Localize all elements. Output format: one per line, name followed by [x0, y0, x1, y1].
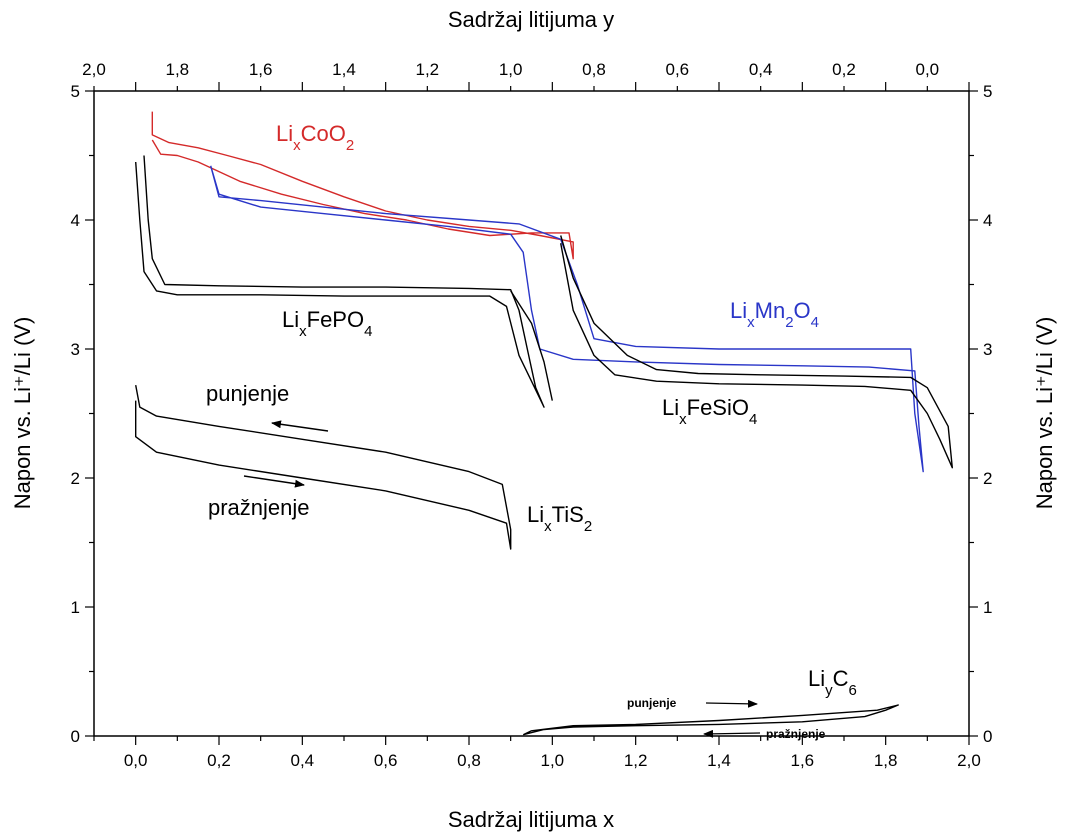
arrow-punjenje [271, 420, 329, 432]
arrow-praznjenje [243, 475, 305, 488]
x-tick-label: 2,0 [957, 751, 981, 770]
x-tick-label: 0,4 [291, 751, 315, 770]
series-line [522, 704, 899, 736]
label-lifesio4: LixFeSiO4 [662, 395, 757, 428]
x-tick-label: 0,2 [207, 751, 231, 770]
label-praznjenje: pražnjenje [208, 495, 310, 520]
x-tick-label: 1,2 [624, 751, 648, 770]
x2-tick-label: 0,4 [749, 60, 773, 79]
x2-tick-label: 1,6 [249, 60, 273, 79]
y-tick-label: 5 [71, 82, 80, 101]
label-punjenje: punjenje [206, 381, 289, 406]
series-line [560, 235, 953, 469]
x2-axis-title: Sadržaj litijuma y [448, 7, 614, 32]
arrow-punjenje-small [705, 699, 758, 708]
x2-tick-label: 1,2 [416, 60, 440, 79]
series-group [135, 111, 953, 736]
series-line [135, 155, 545, 408]
label-licoo2: LixCoO2 [276, 121, 354, 154]
arrow-praznjenje-small [703, 729, 761, 738]
series-line [210, 165, 924, 473]
x-tick-label: 0,0 [124, 751, 148, 770]
label-praznjenje-small: pražnjenje [766, 727, 826, 741]
x-axis-bottom: 0,0 0,2 0,4 0,6 0,8 1,0 1,2 1,4 1,6 1,8 2,0 [93, 736, 981, 770]
label-litis2: LixTiS2 [527, 502, 592, 535]
plot-frame [93, 90, 970, 737]
x2-tick-label: 1,0 [499, 60, 523, 79]
series-line [510, 290, 553, 401]
y-tick-label: 3 [71, 340, 80, 359]
x-tick-label: 0,8 [457, 751, 481, 770]
y2-tick-label: 5 [983, 82, 992, 101]
series-line [151, 111, 574, 260]
x-tick-label: 1,4 [707, 751, 731, 770]
x-tick-label: 1,6 [791, 751, 815, 770]
y2-tick-label: 4 [983, 211, 992, 230]
series-line [135, 384, 512, 550]
x2-tick-label: 0,8 [582, 60, 606, 79]
y2-axis-title: Napon vs. Li⁺/Li (V) [1032, 317, 1057, 510]
label-limn2o4: LixMn2O4 [730, 298, 819, 331]
x-tick-label: 0,6 [374, 751, 398, 770]
x2-tick-label: 1,4 [332, 60, 356, 79]
x-axis-top: 2,0 1,8 1,6 1,4 1,2 1,0 0,8 0,6 0,4 0,2 0,0 [82, 60, 970, 91]
y-axis-left: 0 1 2 3 4 5 [71, 82, 94, 746]
y-tick-label: 4 [71, 211, 80, 230]
x2-tick-label: 0,2 [832, 60, 856, 79]
y-axis-title: Napon vs. Li⁺/Li (V) [10, 317, 35, 510]
y-tick-label: 1 [71, 598, 80, 617]
x-tick-label: 1,0 [541, 751, 565, 770]
label-punjenje-small: punjenje [627, 696, 677, 710]
label-lifepo4: LixFePO4 [282, 307, 372, 340]
x2-tick-label: 1,8 [166, 60, 190, 79]
y2-tick-label: 2 [983, 469, 992, 488]
y2-tick-label: 3 [983, 340, 992, 359]
x2-tick-label: 0,0 [916, 60, 940, 79]
x-axis-title: Sadržaj litijuma x [448, 807, 614, 832]
y-tick-label: 0 [71, 727, 80, 746]
y2-tick-label: 1 [983, 598, 992, 617]
label-lic6: LiyC6 [808, 666, 857, 699]
x-tick-label: 1,8 [874, 751, 898, 770]
x2-tick-label: 0,6 [666, 60, 690, 79]
x2-tick-label: 2,0 [82, 60, 106, 79]
y2-tick-label: 0 [983, 727, 992, 746]
y-tick-label: 2 [71, 469, 80, 488]
y-axis-right: 0 1 2 3 4 5 [969, 82, 992, 746]
